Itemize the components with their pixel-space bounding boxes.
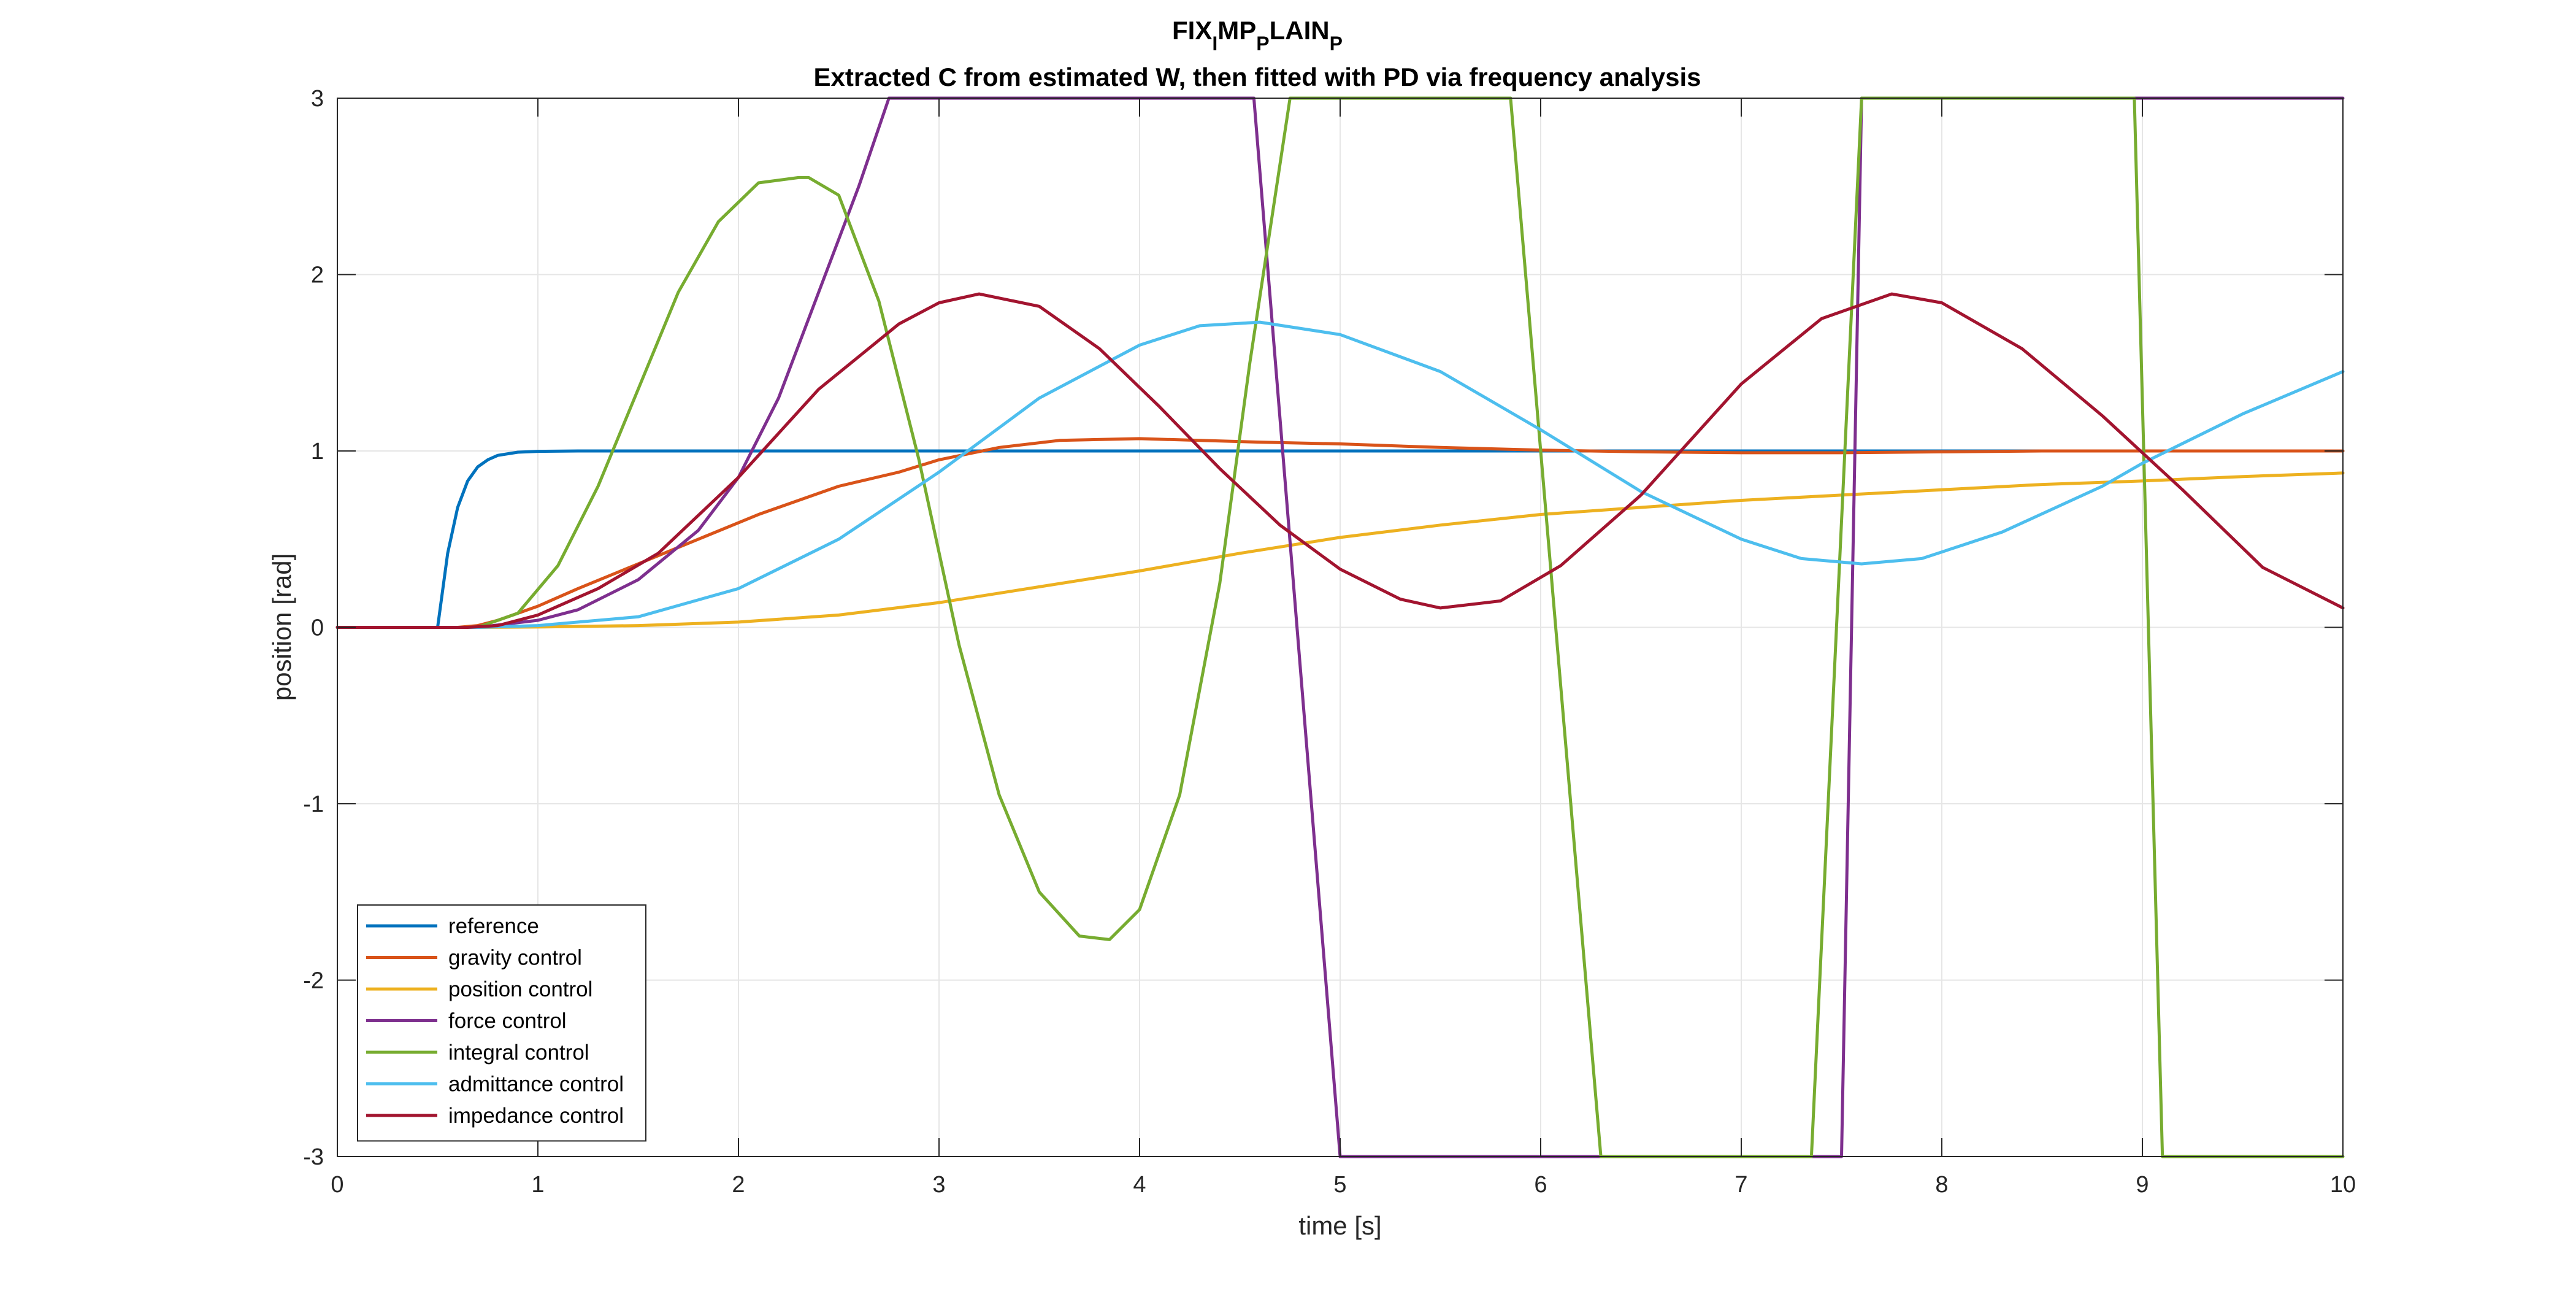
legend-label: impedance control	[448, 1104, 624, 1128]
x-tick-label: 6	[1534, 1172, 1547, 1198]
legend-label: gravity control	[448, 946, 582, 970]
series-line-gravity-control	[335, 437, 2345, 629]
legend-item: gravity control	[366, 946, 582, 970]
x-tick-label: 0	[331, 1172, 343, 1198]
chart-title: FIXIMPPLAINP	[1172, 16, 1343, 55]
title-part: I	[1212, 33, 1217, 55]
series-line-impedance-control	[335, 292, 2345, 629]
legend-item: force control	[366, 1009, 567, 1033]
x-tick-label: 10	[2330, 1172, 2356, 1198]
legend-item: position control	[366, 977, 592, 1001]
series-line-position-control	[335, 471, 2345, 629]
title-part: LAIN	[1270, 16, 1330, 45]
chart-subtitle: Extracted C from estimated W, then fitte…	[813, 63, 1701, 91]
y-axis-label: position [rad]	[267, 553, 296, 701]
legend-label: integral control	[448, 1041, 589, 1065]
x-tick-label: 1	[531, 1172, 544, 1198]
x-tick-label: 7	[1735, 1172, 1747, 1198]
y-tick-label: 3	[311, 86, 324, 112]
axis-ticks: 0 1 2 3 4 5 6 7 8 9 10 -3 -2 -1 0 1 2 3	[303, 86, 2356, 1198]
title-part: P	[1330, 33, 1343, 55]
legend-label: force control	[448, 1009, 567, 1033]
legend-label: admittance control	[448, 1073, 624, 1096]
y-tick-label: 2	[311, 263, 324, 288]
legend-label: position control	[448, 977, 592, 1001]
legend-item: admittance control	[366, 1073, 624, 1096]
x-tick-label: 4	[1133, 1172, 1146, 1198]
legend-item: reference	[366, 914, 539, 938]
y-tick-label: 1	[311, 439, 324, 464]
series-group	[335, 96, 2345, 1158]
series-line-admittance-control	[335, 320, 2345, 629]
x-tick-label: 3	[932, 1172, 945, 1198]
legend-label: reference	[448, 914, 539, 938]
x-axis-label: time [s]	[1298, 1211, 1381, 1240]
legend: reference gravity control position control…	[357, 904, 646, 1142]
grid	[337, 98, 2343, 1157]
x-tick-label: 2	[732, 1172, 745, 1198]
y-tick-label: -3	[303, 1144, 324, 1170]
legend-item: impedance control	[366, 1104, 624, 1128]
title-part: MP	[1217, 16, 1256, 45]
y-tick-label: -1	[303, 791, 324, 817]
y-tick-label: 0	[311, 615, 324, 641]
series-line-integral-control	[335, 96, 2345, 1158]
legend-item: integral control	[366, 1041, 589, 1065]
title-part: P	[1256, 33, 1269, 55]
legend-box	[357, 904, 646, 1142]
x-tick-label: 5	[1333, 1172, 1346, 1198]
x-tick-label: 8	[1935, 1172, 1948, 1198]
title-part: FIX	[1172, 16, 1212, 45]
x-tick-label: 9	[2136, 1172, 2149, 1198]
y-tick-label: -2	[303, 968, 324, 994]
